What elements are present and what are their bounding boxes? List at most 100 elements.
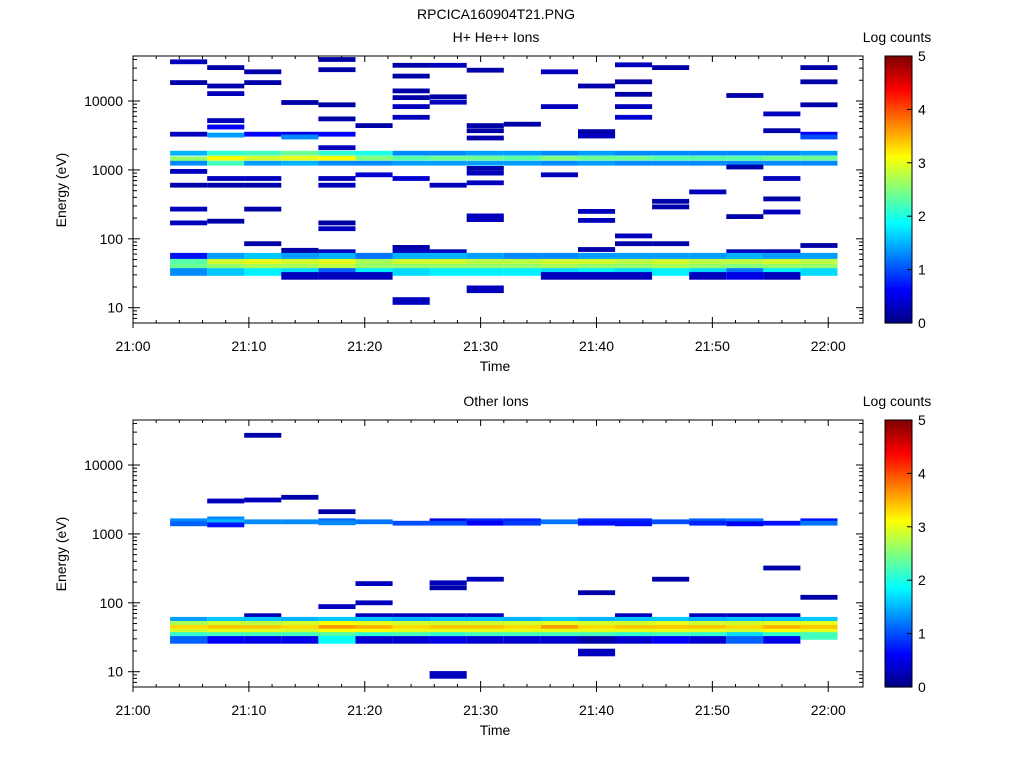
colorbar-segment bbox=[885, 232, 912, 236]
spectrogram-cell bbox=[170, 182, 208, 188]
colorbar-segment bbox=[885, 197, 912, 201]
spectrogram-cell bbox=[800, 264, 838, 272]
spectrogram-cell bbox=[578, 648, 616, 657]
spectrogram-cell bbox=[615, 160, 653, 166]
spectrogram-cell bbox=[170, 206, 208, 212]
spectrogram-cell bbox=[318, 636, 356, 644]
colorbar-segment bbox=[885, 521, 912, 525]
colorbar-segment bbox=[885, 168, 912, 172]
spectrogram-cell bbox=[355, 252, 393, 261]
colorbar-segment bbox=[885, 524, 912, 528]
colorbar-segment bbox=[885, 564, 912, 568]
colorbar-tick-label: 5 bbox=[918, 412, 926, 428]
spectrogram-cell bbox=[615, 241, 653, 247]
spectrogram-cell bbox=[540, 272, 578, 280]
colorbar-segment bbox=[885, 422, 912, 426]
spectrogram-cell bbox=[429, 632, 467, 640]
colorbar-segment bbox=[885, 596, 912, 600]
spectrogram-cell bbox=[540, 69, 578, 75]
colorbar-tick-label: 1 bbox=[918, 262, 926, 278]
spectrogram-cell bbox=[170, 156, 208, 162]
spectrogram-cell bbox=[244, 150, 282, 156]
colorbar-segment bbox=[885, 192, 912, 196]
x-axis-label: Time bbox=[480, 358, 511, 374]
colorbar-segment bbox=[885, 242, 912, 247]
colorbar-segment bbox=[885, 301, 912, 305]
panel-h-he-ions: H+ He++ Ions 21:00 21:10 21:20 21:30 21:40 21… bbox=[53, 29, 931, 374]
colorbar-segment bbox=[885, 74, 912, 78]
spectrogram-cell bbox=[318, 102, 356, 108]
spectrogram-cell bbox=[207, 124, 245, 130]
colorbar-segment bbox=[885, 625, 912, 629]
spectrogram-cell bbox=[466, 123, 504, 128]
colorbar-segment bbox=[885, 133, 912, 137]
spectrogram-cell bbox=[207, 155, 245, 161]
colorbar-segment bbox=[885, 282, 912, 287]
colorbar: 0 1 2 3 4 5 bbox=[884, 48, 926, 331]
spectrogram-cell bbox=[207, 621, 245, 629]
spectrogram-cells bbox=[170, 57, 838, 305]
spectrogram-cell bbox=[466, 155, 504, 161]
spectrogram-cell bbox=[281, 160, 319, 166]
spectrogram-cell bbox=[429, 258, 467, 267]
spectrogram-cell bbox=[615, 268, 653, 276]
colorbar-segment bbox=[885, 652, 912, 656]
colorbar-segment bbox=[885, 438, 912, 442]
colorbar-segment bbox=[885, 502, 912, 507]
colorbar-segment bbox=[885, 144, 912, 148]
spectrogram-cell bbox=[170, 268, 208, 276]
colorbar-segment bbox=[885, 245, 912, 249]
spectrogram-cell bbox=[466, 135, 504, 141]
spectrogram-cell bbox=[763, 621, 801, 629]
spectrogram-cell bbox=[466, 67, 504, 73]
colorbar-segment bbox=[885, 532, 912, 536]
spectrogram-cell bbox=[800, 65, 838, 70]
colorbar-segment bbox=[885, 486, 912, 491]
colorbar-segment bbox=[885, 660, 912, 664]
colorbar-segment bbox=[885, 590, 912, 595]
spectrogram-cell bbox=[355, 268, 393, 276]
figure-title: RPCICA160904T21.PNG bbox=[417, 6, 575, 22]
colorbar-segment bbox=[885, 234, 912, 239]
spectrogram-cell bbox=[578, 155, 616, 161]
spectrogram-cell bbox=[763, 258, 801, 267]
spectrogram-cell bbox=[392, 62, 430, 68]
colorbar-segment bbox=[885, 306, 912, 311]
spectrogram-cell bbox=[540, 172, 578, 178]
colorbar-segment bbox=[885, 510, 912, 515]
spectrogram-cell bbox=[652, 636, 690, 644]
colorbar-segment bbox=[885, 285, 912, 289]
x-tick-label: 21:40 bbox=[579, 338, 614, 354]
colorbar-segment bbox=[885, 670, 912, 675]
spectrogram-cell bbox=[689, 520, 727, 526]
spectrogram-cell bbox=[763, 196, 801, 202]
spectrogram-cell bbox=[170, 632, 208, 640]
spectrogram-cell bbox=[652, 621, 690, 629]
spectrogram-cell bbox=[429, 268, 467, 276]
spectrogram-cell bbox=[281, 264, 319, 272]
spectrogram-cell bbox=[578, 129, 616, 134]
colorbar-segment bbox=[885, 85, 912, 89]
spectrogram-cell bbox=[763, 264, 801, 272]
spectrogram-cell bbox=[726, 164, 764, 170]
colorbar-segment bbox=[885, 566, 912, 571]
panel-title: H+ He++ Ions bbox=[453, 29, 540, 45]
spectrogram-cell bbox=[800, 621, 838, 629]
colorbar-segment bbox=[885, 237, 912, 241]
x-tick-label: 21:10 bbox=[231, 338, 266, 354]
spectrogram-cell bbox=[689, 268, 727, 276]
axes: 21:00 21:10 21:20 21:30 21:40 21:50 22:00 10 100… bbox=[84, 56, 863, 354]
colorbar-segment bbox=[885, 614, 912, 619]
spectrogram-cell bbox=[429, 182, 467, 188]
spectrogram-cell bbox=[540, 264, 578, 272]
x-tick-label: 22:00 bbox=[811, 702, 846, 718]
spectrogram-cell bbox=[726, 621, 764, 629]
spectrogram-cell bbox=[207, 498, 245, 504]
spectrogram-cell bbox=[281, 100, 319, 105]
spectrogram-cell bbox=[281, 252, 319, 261]
spectrogram-cell bbox=[244, 206, 282, 212]
spectrogram-cell bbox=[281, 632, 319, 640]
spectrogram-cell bbox=[170, 621, 208, 629]
colorbar-segment bbox=[885, 98, 912, 102]
colorbar-segment bbox=[885, 580, 912, 584]
